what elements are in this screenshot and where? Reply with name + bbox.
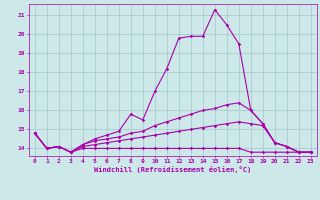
X-axis label: Windchill (Refroidissement éolien,°C): Windchill (Refroidissement éolien,°C)	[94, 166, 252, 173]
